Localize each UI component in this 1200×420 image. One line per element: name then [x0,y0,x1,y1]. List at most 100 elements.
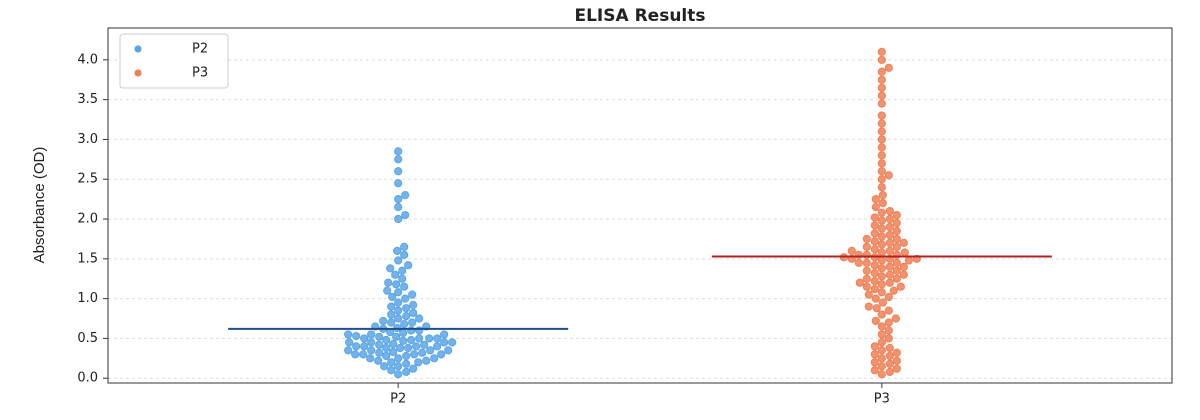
point [408,290,417,299]
point [885,343,894,353]
point [892,356,901,365]
point [402,359,411,368]
legend-marker [134,69,142,77]
point [855,278,864,287]
point [884,334,893,343]
y-tick-label: 1.0 [77,291,98,306]
point [394,314,403,323]
point [877,208,886,217]
point [877,354,886,363]
point [870,358,879,367]
point [884,318,893,327]
point [394,202,403,212]
point [877,288,886,297]
point [872,304,881,313]
point [885,206,894,216]
point [877,338,886,347]
point [394,362,403,371]
point [885,278,894,287]
point [367,330,376,339]
point [870,245,879,254]
point [877,47,886,56]
legend-box [119,33,229,89]
point [877,183,886,192]
point [864,290,873,299]
point [877,248,886,257]
point [360,342,369,351]
point [892,274,901,283]
point [402,351,411,361]
point [877,83,886,92]
point [409,364,418,373]
point [415,314,424,323]
point [394,195,403,204]
point [394,306,403,315]
point [437,350,446,359]
point [375,348,384,357]
point [414,358,423,367]
point [392,280,401,289]
point [394,288,403,297]
point [409,300,418,310]
point [870,261,879,270]
point [399,336,408,345]
y-tick-label: 3.0 [77,132,98,147]
point [379,316,388,326]
point [394,167,403,176]
chart-title: ELISA Results [574,6,705,26]
point [904,256,913,265]
legend-label: P3 [192,66,208,81]
point [877,322,886,331]
point [394,147,403,156]
point [394,256,403,265]
point [877,216,886,225]
point [892,218,901,228]
point [878,298,887,307]
point [877,167,886,176]
point [877,67,886,76]
point [391,270,400,279]
point [399,328,408,337]
point [885,222,894,232]
point [344,330,353,339]
point [877,55,886,64]
point [430,354,439,363]
point [444,346,453,355]
point [847,246,856,255]
point [862,258,871,267]
point [394,214,403,224]
point [892,210,901,220]
point [401,191,410,200]
point [877,346,886,355]
point [394,179,403,188]
point [870,342,879,351]
point [899,238,908,248]
point [345,338,354,347]
point [396,343,405,353]
point [426,346,435,355]
point [870,350,879,359]
point [382,351,391,361]
point [871,202,880,212]
point [344,346,353,355]
point [885,359,894,368]
y-tick-label: 0.0 [77,371,98,386]
point [889,286,898,295]
point [367,338,376,347]
point [899,262,908,271]
point [877,75,886,84]
point [400,242,409,251]
point [862,282,871,291]
point [877,232,886,241]
point [870,237,879,246]
point [885,262,894,271]
point [415,334,424,343]
point [885,270,894,279]
point [352,342,361,351]
x-tick-label: P3 [874,392,890,407]
point [402,312,411,321]
point [891,314,900,323]
point [352,331,361,341]
y-tick-label: 2.0 [77,212,98,227]
